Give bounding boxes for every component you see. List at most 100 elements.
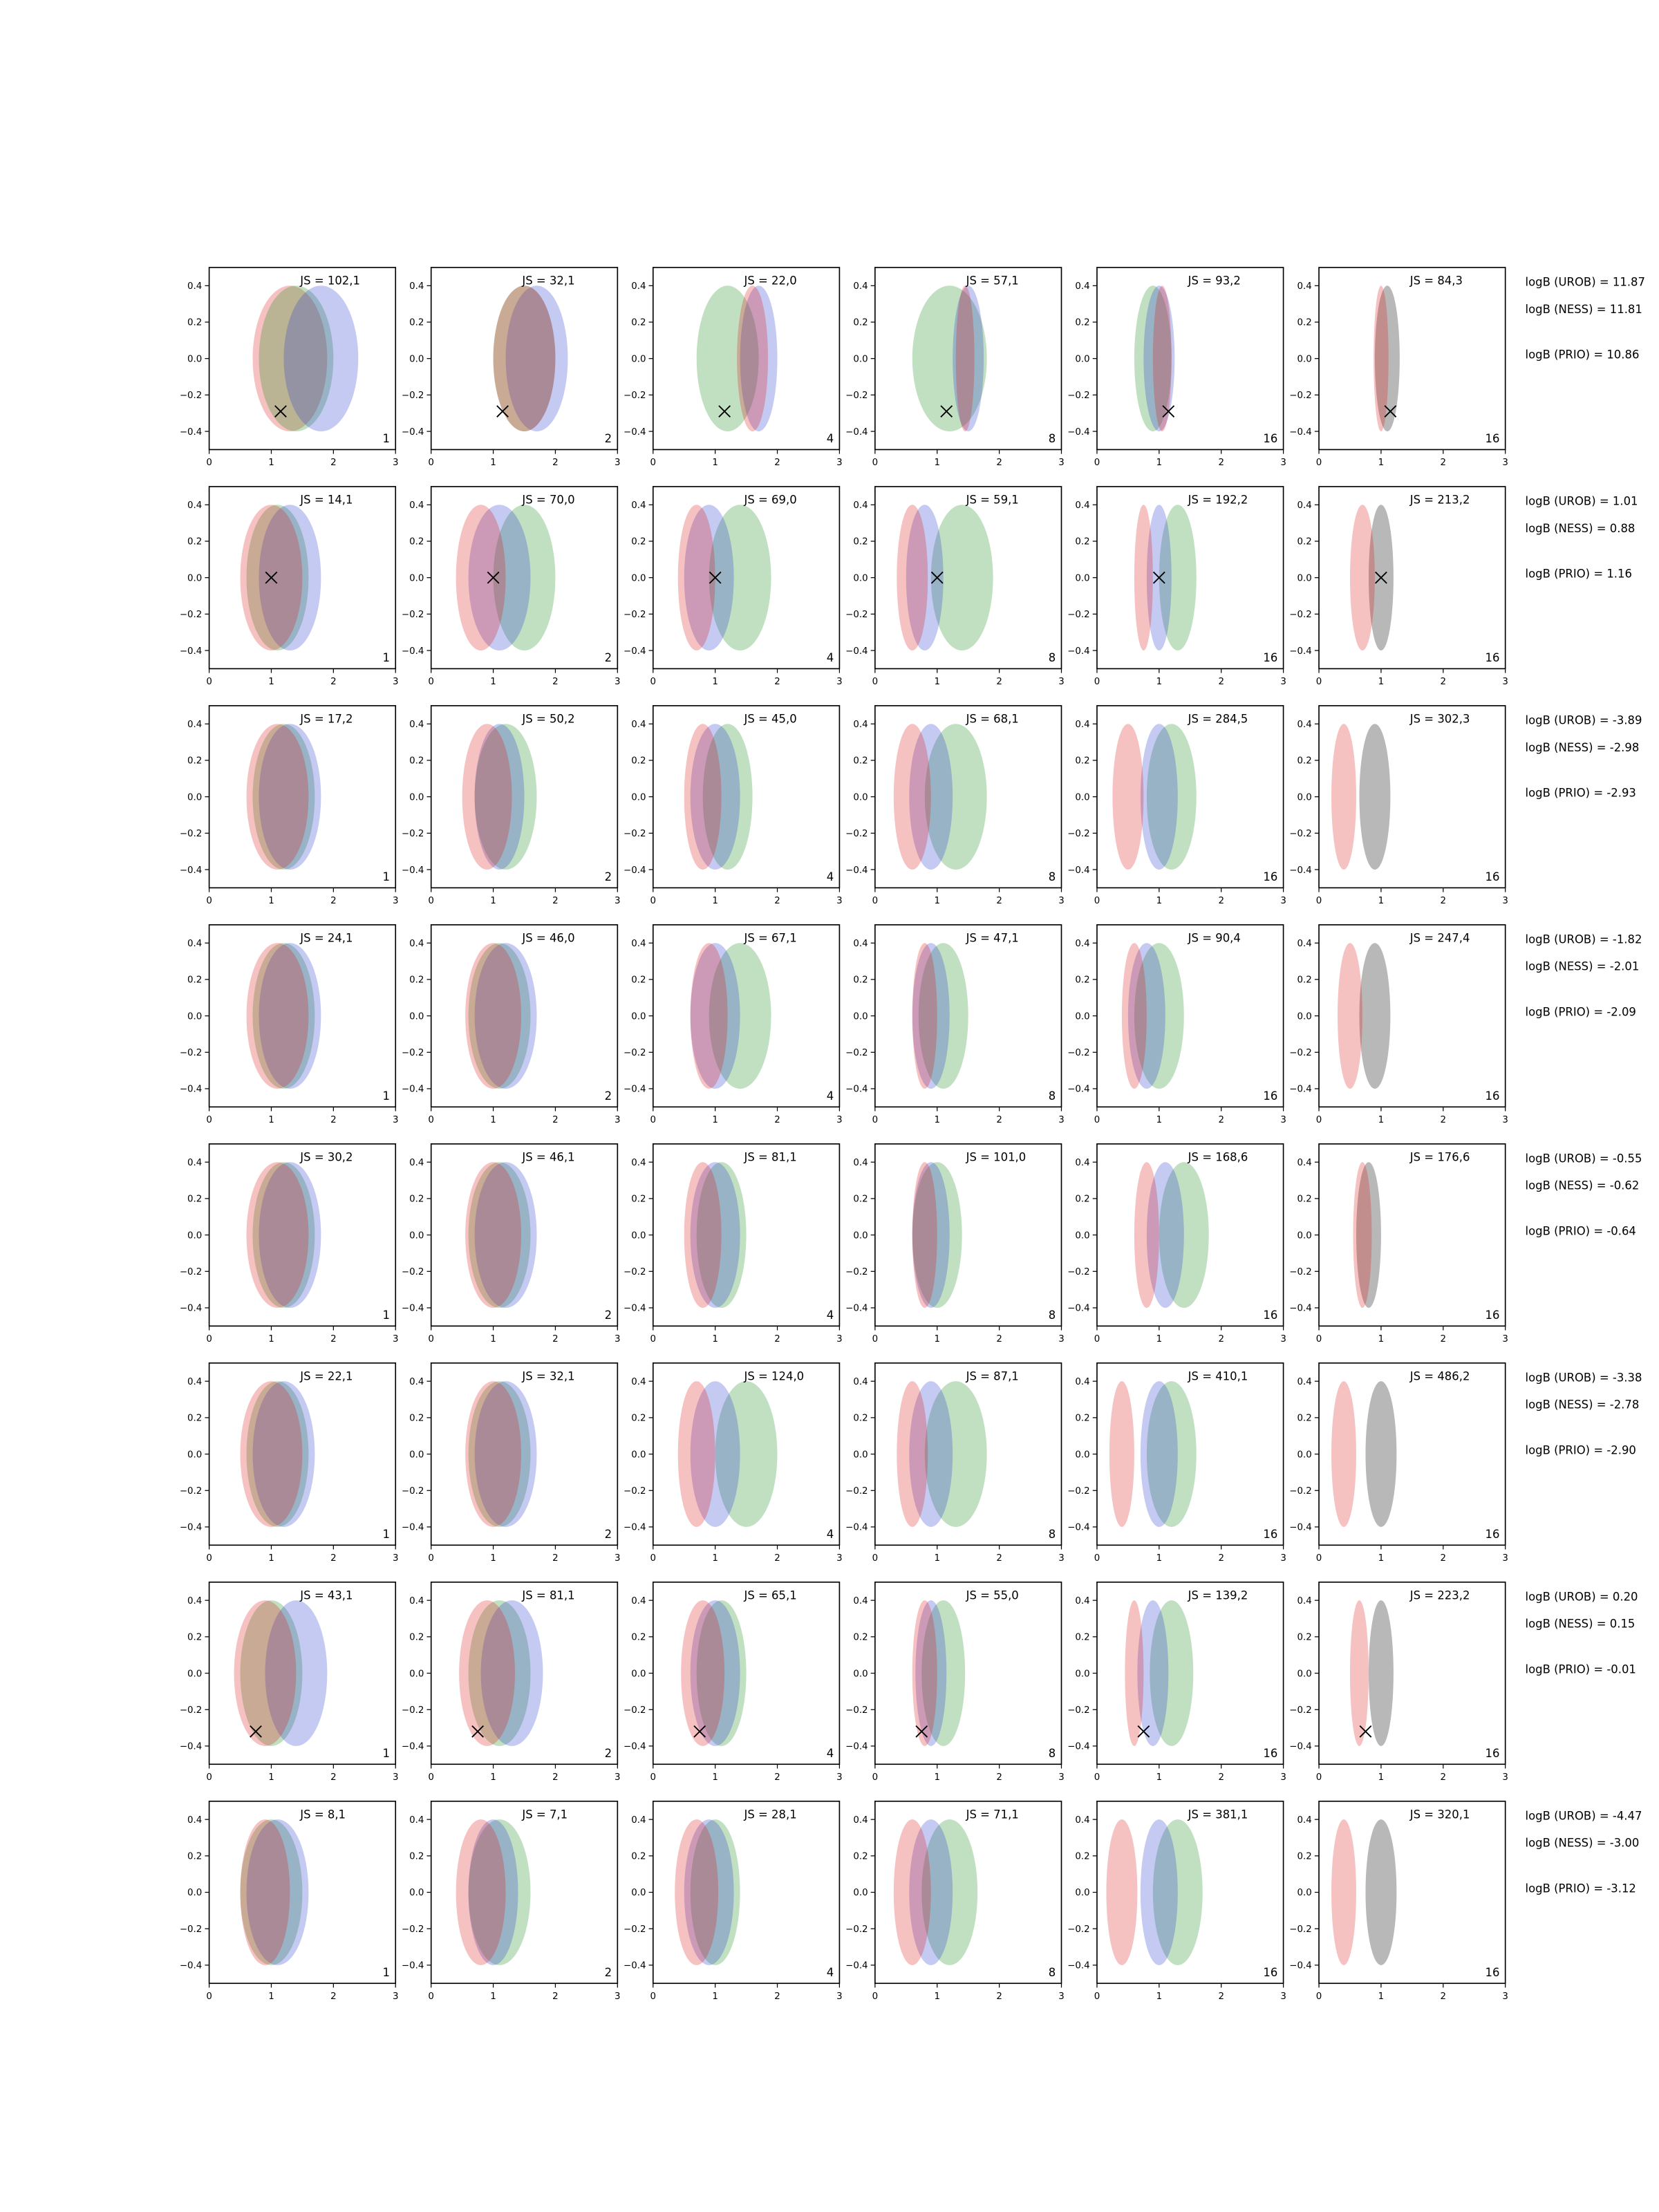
scatter-area bbox=[1331, 1381, 1397, 1527]
point-cloud bbox=[912, 1162, 937, 1308]
y-tick-label: 0.2 bbox=[1297, 1414, 1312, 1424]
point-cloud bbox=[1359, 724, 1391, 870]
scatter-area bbox=[456, 1819, 531, 1965]
js-label: JS = 45,0 bbox=[744, 713, 797, 726]
y-tick-label: −0.2 bbox=[845, 391, 868, 401]
scatter-area bbox=[1338, 943, 1391, 1089]
js-label: JS = 381,1 bbox=[1188, 1808, 1248, 1821]
x-tick-label: 3 bbox=[1058, 1334, 1065, 1344]
logb-label: logB (PRIO) = -2.93 bbox=[1525, 787, 1635, 800]
y-tick-label: 0.4 bbox=[631, 720, 646, 730]
y-tick-label: 0.4 bbox=[187, 939, 202, 949]
panel: −0.4 −0.2 0.0 0.2 0.4 0 1 2 3 JS = 17,2 1 bbox=[180, 705, 398, 906]
y-tick-label: −0.4 bbox=[180, 646, 202, 657]
x-tick-label: 1 bbox=[268, 1334, 274, 1344]
logb-label: logB (PRIO) = -0.01 bbox=[1525, 1663, 1635, 1676]
js-label: JS = 7,1 bbox=[521, 1808, 568, 1821]
panel: −0.4 −0.2 0.0 0.2 0.4 0 1 2 3 JS = 213,2 16 bbox=[1289, 486, 1508, 687]
panel: −0.4 −0.2 0.0 0.2 0.4 0 1 2 3 JS = 7,1 2 bbox=[402, 1800, 621, 2002]
x-tick-label: 1 bbox=[712, 1772, 718, 1783]
x-tick-label: 0 bbox=[1316, 1991, 1322, 2002]
point-cloud bbox=[677, 1381, 715, 1527]
js-label: JS = 8,1 bbox=[299, 1808, 346, 1821]
x-tick-label: 1 bbox=[490, 458, 496, 468]
x-tick-label: 3 bbox=[393, 1334, 399, 1344]
point-cloud bbox=[259, 724, 321, 870]
x-tick-label: 2 bbox=[1441, 1991, 1447, 2002]
sample-count: 16 bbox=[1263, 651, 1277, 664]
x-tick-label: 3 bbox=[836, 677, 843, 687]
x-tick-label: 2 bbox=[330, 1115, 337, 1125]
sample-count: 8 bbox=[1049, 432, 1056, 445]
y-tick-label: 0.4 bbox=[409, 500, 424, 511]
x-tick-label: 1 bbox=[1156, 458, 1163, 468]
y-tick-label: 0.4 bbox=[1297, 1815, 1312, 1826]
point-cloud bbox=[474, 1381, 537, 1527]
y-tick-label: 0.2 bbox=[409, 975, 424, 986]
point-cloud bbox=[897, 505, 928, 651]
y-tick-label: −0.2 bbox=[1067, 829, 1089, 839]
y-tick-label: −0.4 bbox=[624, 865, 646, 876]
point-cloud bbox=[1331, 1381, 1356, 1527]
y-tick-label: 0.2 bbox=[853, 756, 868, 767]
x-tick-label: 1 bbox=[1378, 1991, 1385, 2002]
point-cloud bbox=[1368, 1600, 1394, 1746]
y-tick-label: 0.4 bbox=[1297, 1596, 1312, 1606]
y-tick-label: −0.4 bbox=[1067, 646, 1089, 657]
y-tick-label: −0.2 bbox=[845, 1048, 868, 1058]
x-tick-label: 0 bbox=[206, 896, 212, 906]
y-tick-label: 0.0 bbox=[1297, 1669, 1312, 1679]
y-tick-label: −0.4 bbox=[1289, 865, 1311, 876]
y-tick-label: 0.4 bbox=[1075, 281, 1089, 292]
point-cloud bbox=[1331, 724, 1356, 870]
js-label: JS = 32,1 bbox=[521, 274, 574, 288]
x-tick-label: 3 bbox=[615, 896, 621, 906]
panel: −0.4 −0.2 0.0 0.2 0.4 0 1 2 3 JS = 93,2 16 bbox=[1067, 267, 1286, 468]
y-tick-label: −0.2 bbox=[624, 1924, 646, 1935]
y-tick-label: 0.2 bbox=[409, 1414, 424, 1424]
y-tick-label: −0.4 bbox=[180, 427, 202, 438]
panel: −0.4 −0.2 0.0 0.2 0.4 0 1 2 3 JS = 32,1 2 bbox=[402, 1362, 621, 1564]
sample-count: 1 bbox=[383, 1089, 390, 1103]
y-tick-label: −0.2 bbox=[1289, 1048, 1311, 1058]
y-tick-label: 0.0 bbox=[853, 1669, 868, 1679]
x-tick-label: 2 bbox=[330, 896, 337, 906]
x-tick-label: 0 bbox=[650, 1115, 657, 1125]
point-cloud bbox=[912, 943, 950, 1089]
point-cloud bbox=[921, 1819, 978, 1965]
scatter-area bbox=[1349, 505, 1394, 651]
point-cloud bbox=[1146, 1381, 1197, 1527]
scatter-area bbox=[690, 943, 771, 1089]
x-tick-label: 0 bbox=[206, 1334, 212, 1344]
x-tick-label: 0 bbox=[206, 1772, 212, 1783]
x-tick-label: 0 bbox=[428, 1334, 434, 1344]
sample-count: 4 bbox=[827, 1747, 834, 1760]
x-tick-label: 0 bbox=[872, 1772, 879, 1783]
scatter-area bbox=[246, 724, 321, 870]
x-tick-label: 3 bbox=[1058, 1553, 1065, 1564]
js-label: JS = 124,0 bbox=[744, 1370, 805, 1383]
y-tick-label: 0.4 bbox=[1297, 1377, 1312, 1387]
logb-label: logB (UROB) = -4.47 bbox=[1525, 1810, 1642, 1823]
x-tick-label: 0 bbox=[650, 1553, 657, 1564]
point-cloud bbox=[493, 505, 556, 651]
panel: −0.4 −0.2 0.0 0.2 0.4 0 1 2 3 JS = 68,1 8 bbox=[845, 705, 1065, 906]
y-tick-label: −0.4 bbox=[624, 646, 646, 657]
point-cloud bbox=[234, 1600, 297, 1746]
x-tick-label: 3 bbox=[393, 1553, 399, 1564]
y-tick-label: 0.0 bbox=[853, 354, 868, 364]
x-tick-label: 2 bbox=[552, 1334, 559, 1344]
panel-frame bbox=[1318, 486, 1506, 670]
y-tick-label: 0.4 bbox=[409, 720, 424, 730]
y-tick-label: 0.4 bbox=[1075, 1815, 1089, 1826]
logb-label: logB (NESS) = -0.62 bbox=[1525, 1179, 1639, 1192]
marker-x bbox=[471, 1725, 484, 1738]
x-tick-label: 3 bbox=[1280, 896, 1286, 906]
x-tick-label: 1 bbox=[934, 1772, 940, 1783]
scatter-area bbox=[1109, 1381, 1197, 1527]
point-cloud bbox=[893, 724, 931, 870]
y-tick-label: 0.2 bbox=[187, 1194, 202, 1205]
x-tick-label: 3 bbox=[836, 458, 843, 468]
x-tick-label: 0 bbox=[1316, 1553, 1322, 1564]
logb-label: logB (UROB) = -3.38 bbox=[1525, 1371, 1642, 1385]
